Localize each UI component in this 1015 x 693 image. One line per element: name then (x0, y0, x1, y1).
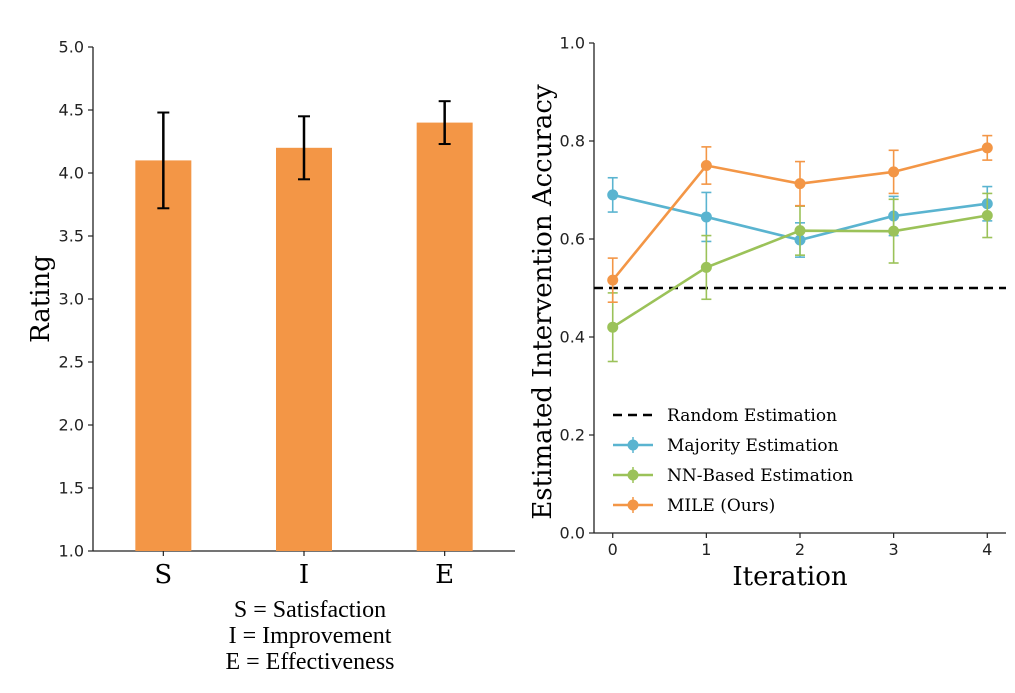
legend-label: Majority Estimation (667, 436, 839, 456)
series-point (888, 225, 900, 237)
line-y-tick-label: 0.6 (560, 230, 585, 249)
series-point (700, 160, 712, 171)
bar-y-tick-label: 5.0 (59, 38, 84, 57)
series-point (607, 274, 619, 286)
line-y-tick-label: 0.8 (560, 132, 585, 151)
line-chart: 0.0 0.2 0.4 0.6 0.8 1.0 0 1 2 3 4 Iteration Estimate… (528, 34, 1006, 592)
line-x-tick-label: 1 (701, 540, 711, 559)
legend-swatch-marker (627, 439, 639, 451)
line-x-tick-label: 3 (889, 540, 899, 559)
legend-swatch-marker (627, 469, 639, 481)
bar-x-tick-label: S (154, 560, 172, 590)
series-point (607, 321, 619, 333)
bar-y-tick-label: 3.0 (59, 290, 84, 309)
line-x-tick-label: 0 (608, 540, 618, 559)
bar-y-axis-label: Rating (26, 255, 56, 343)
caption-line-effectiveness: E = Effectiveness (225, 649, 395, 675)
bar-S (135, 160, 192, 551)
line-y-tick-label: 1.0 (560, 34, 585, 53)
series-point (981, 142, 993, 154)
series-point (888, 166, 900, 178)
series-2 (607, 192, 993, 363)
series-point (794, 178, 806, 190)
bar-y-tick-label: 2.0 (59, 416, 84, 435)
line-y-tick-label: 0.4 (560, 328, 585, 347)
series-3 (607, 134, 993, 304)
line-x-tick-label: 2 (795, 540, 805, 559)
abbreviation-caption: S = Satisfaction I = Improvement E = Eff… (110, 597, 510, 675)
legend-label: Random Estimation (667, 406, 837, 426)
series-point (700, 211, 712, 223)
legend-label: NN-Based Estimation (667, 466, 853, 486)
legend: Random Estimation Majority Estimation NN-B… (613, 406, 853, 516)
bar-y-tick-label: 1.0 (59, 542, 84, 561)
bar-x-tick-label: E (435, 560, 454, 590)
bar-y-tick-label: 2.5 (59, 353, 84, 372)
legend-swatch-marker (627, 499, 639, 511)
series-point (981, 209, 993, 221)
bar-x-tick-label: I (299, 560, 309, 590)
line-x-tick-label: 4 (982, 540, 992, 559)
legend-label: MILE (Ours) (667, 496, 775, 516)
line-y-axis-label: Estimated Intervention Accuracy (528, 84, 558, 520)
series-point (794, 225, 806, 237)
bar-y-tick-label: 4.5 (59, 101, 84, 120)
line-x-axis-label: Iteration (732, 562, 847, 592)
series-point (700, 261, 712, 273)
line-y-tick-label: 0.2 (560, 426, 585, 445)
bar-I (276, 147, 332, 552)
bar-y-tick-label: 1.5 (59, 479, 84, 498)
bar-E (416, 122, 473, 551)
bar-y-tick-label: 4.0 (59, 164, 84, 183)
series-point (607, 189, 619, 201)
caption-line-satisfaction: S = Satisfaction (233, 597, 387, 623)
caption-line-improvement: I = Improvement (228, 623, 392, 649)
bar-y-tick-label: 3.5 (59, 227, 84, 246)
line-y-tick-label: 0.0 (560, 524, 585, 543)
bar-chart: 1.0 1.5 2.0 2.5 3.0 3.5 4.0 4.5 5.0 S I E Rating (26, 38, 515, 590)
